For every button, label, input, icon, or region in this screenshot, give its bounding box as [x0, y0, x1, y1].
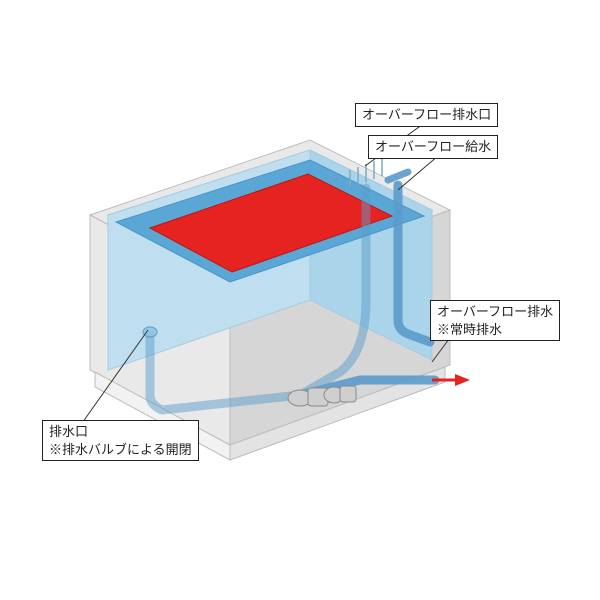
label-text: オーバーフロー給水 — [375, 139, 491, 154]
label-text: オーバーフロー排水口 — [362, 107, 491, 122]
label-text-line2: ※排水バルブによる開閉 — [49, 442, 192, 457]
label-overflow-drain-port: オーバーフロー排水口 — [355, 103, 498, 127]
label-overflow-supply: オーバーフロー給水 — [368, 135, 498, 159]
label-overflow-drain: オーバーフロー排水 ※常時排水 — [430, 300, 560, 341]
label-text-line1: オーバーフロー排水 — [437, 304, 553, 319]
label-text-line1: 排水口 — [49, 424, 88, 439]
drain-port-hole — [143, 327, 157, 337]
label-text-line2: ※常時排水 — [437, 322, 502, 337]
diagram-stage: オーバーフロー排水口 オーバーフロー給水 オーバーフロー排水 ※常時排水 排水口… — [0, 0, 600, 600]
label-drain-port: 排水口 ※排水バルブによる開閉 — [42, 420, 199, 461]
